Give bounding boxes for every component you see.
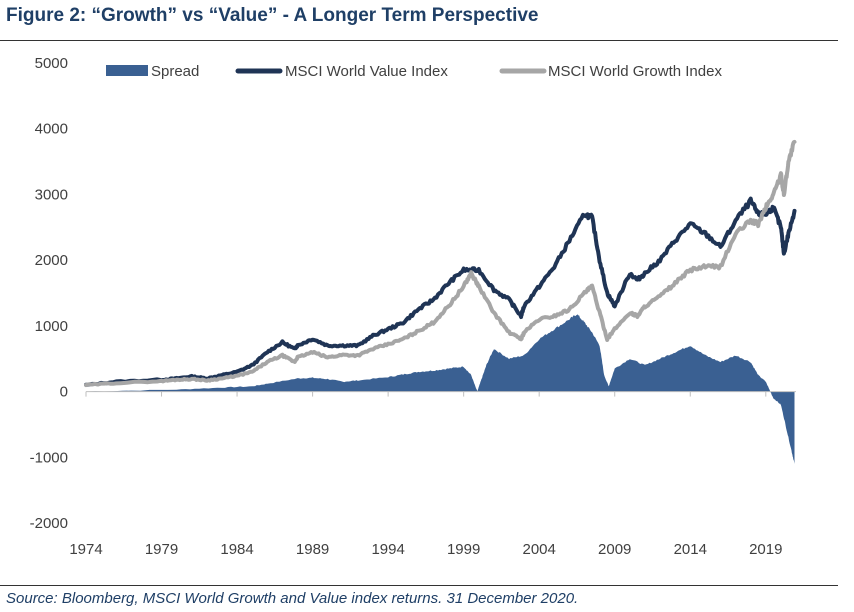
- x-tick-label: 1989: [296, 541, 329, 558]
- spread-area: [86, 314, 795, 464]
- value-index-line: [84, 196, 797, 387]
- y-tick-label: 5000: [35, 55, 68, 72]
- x-axis-ticks: [85, 391, 767, 397]
- x-tick-label: 1984: [220, 541, 253, 558]
- x-tick-label: 1999: [447, 541, 480, 558]
- y-tick-label: 0: [60, 384, 68, 401]
- x-tick-label: 1974: [69, 541, 102, 558]
- y-tick-label: 1000: [35, 318, 68, 335]
- growth-value-chart: 5000 4000 3000 2000 1000 0 -1000 -2000 1974 1979…: [30, 55, 797, 558]
- legend-spread-label: Spread: [151, 63, 199, 80]
- source-divider: [0, 585, 838, 586]
- y-axis-labels: 5000 4000 3000 2000 1000 0 -1000 -2000: [30, 55, 68, 532]
- y-tick-label: 4000: [35, 121, 68, 138]
- legend-value-label: MSCI World Value Index: [285, 63, 448, 80]
- y-tick-label: 3000: [35, 186, 68, 203]
- y-tick-label: -2000: [30, 515, 68, 532]
- legend: Spread MSCI World Value Index MSCI World…: [106, 63, 722, 80]
- title-divider: [0, 40, 838, 41]
- figure-title: Figure 2: “Growth” vs “Value” - A Longer…: [6, 5, 539, 26]
- x-tick-label: 2014: [674, 541, 707, 558]
- spread-area-layer: [86, 314, 795, 464]
- y-tick-label: 2000: [35, 252, 68, 269]
- x-tick-label: 2004: [523, 541, 556, 558]
- x-tick-label: 2009: [598, 541, 631, 558]
- legend-growth-label: MSCI World Growth Index: [548, 63, 722, 80]
- x-tick-label: 1994: [371, 541, 404, 558]
- y-tick-label: -1000: [30, 449, 68, 466]
- source-note: Source: Bloomberg, MSCI World Growth and…: [6, 590, 579, 607]
- legend-spread-swatch: [106, 65, 148, 76]
- x-axis-labels: 1974 1979 1984 1989 1994 1999 2004 2009 2014 2019: [69, 541, 782, 558]
- index-lines-layer: [84, 139, 797, 388]
- x-tick-label: 2019: [749, 541, 782, 558]
- growth-index-line: [84, 139, 797, 388]
- x-tick-label: 1979: [145, 541, 178, 558]
